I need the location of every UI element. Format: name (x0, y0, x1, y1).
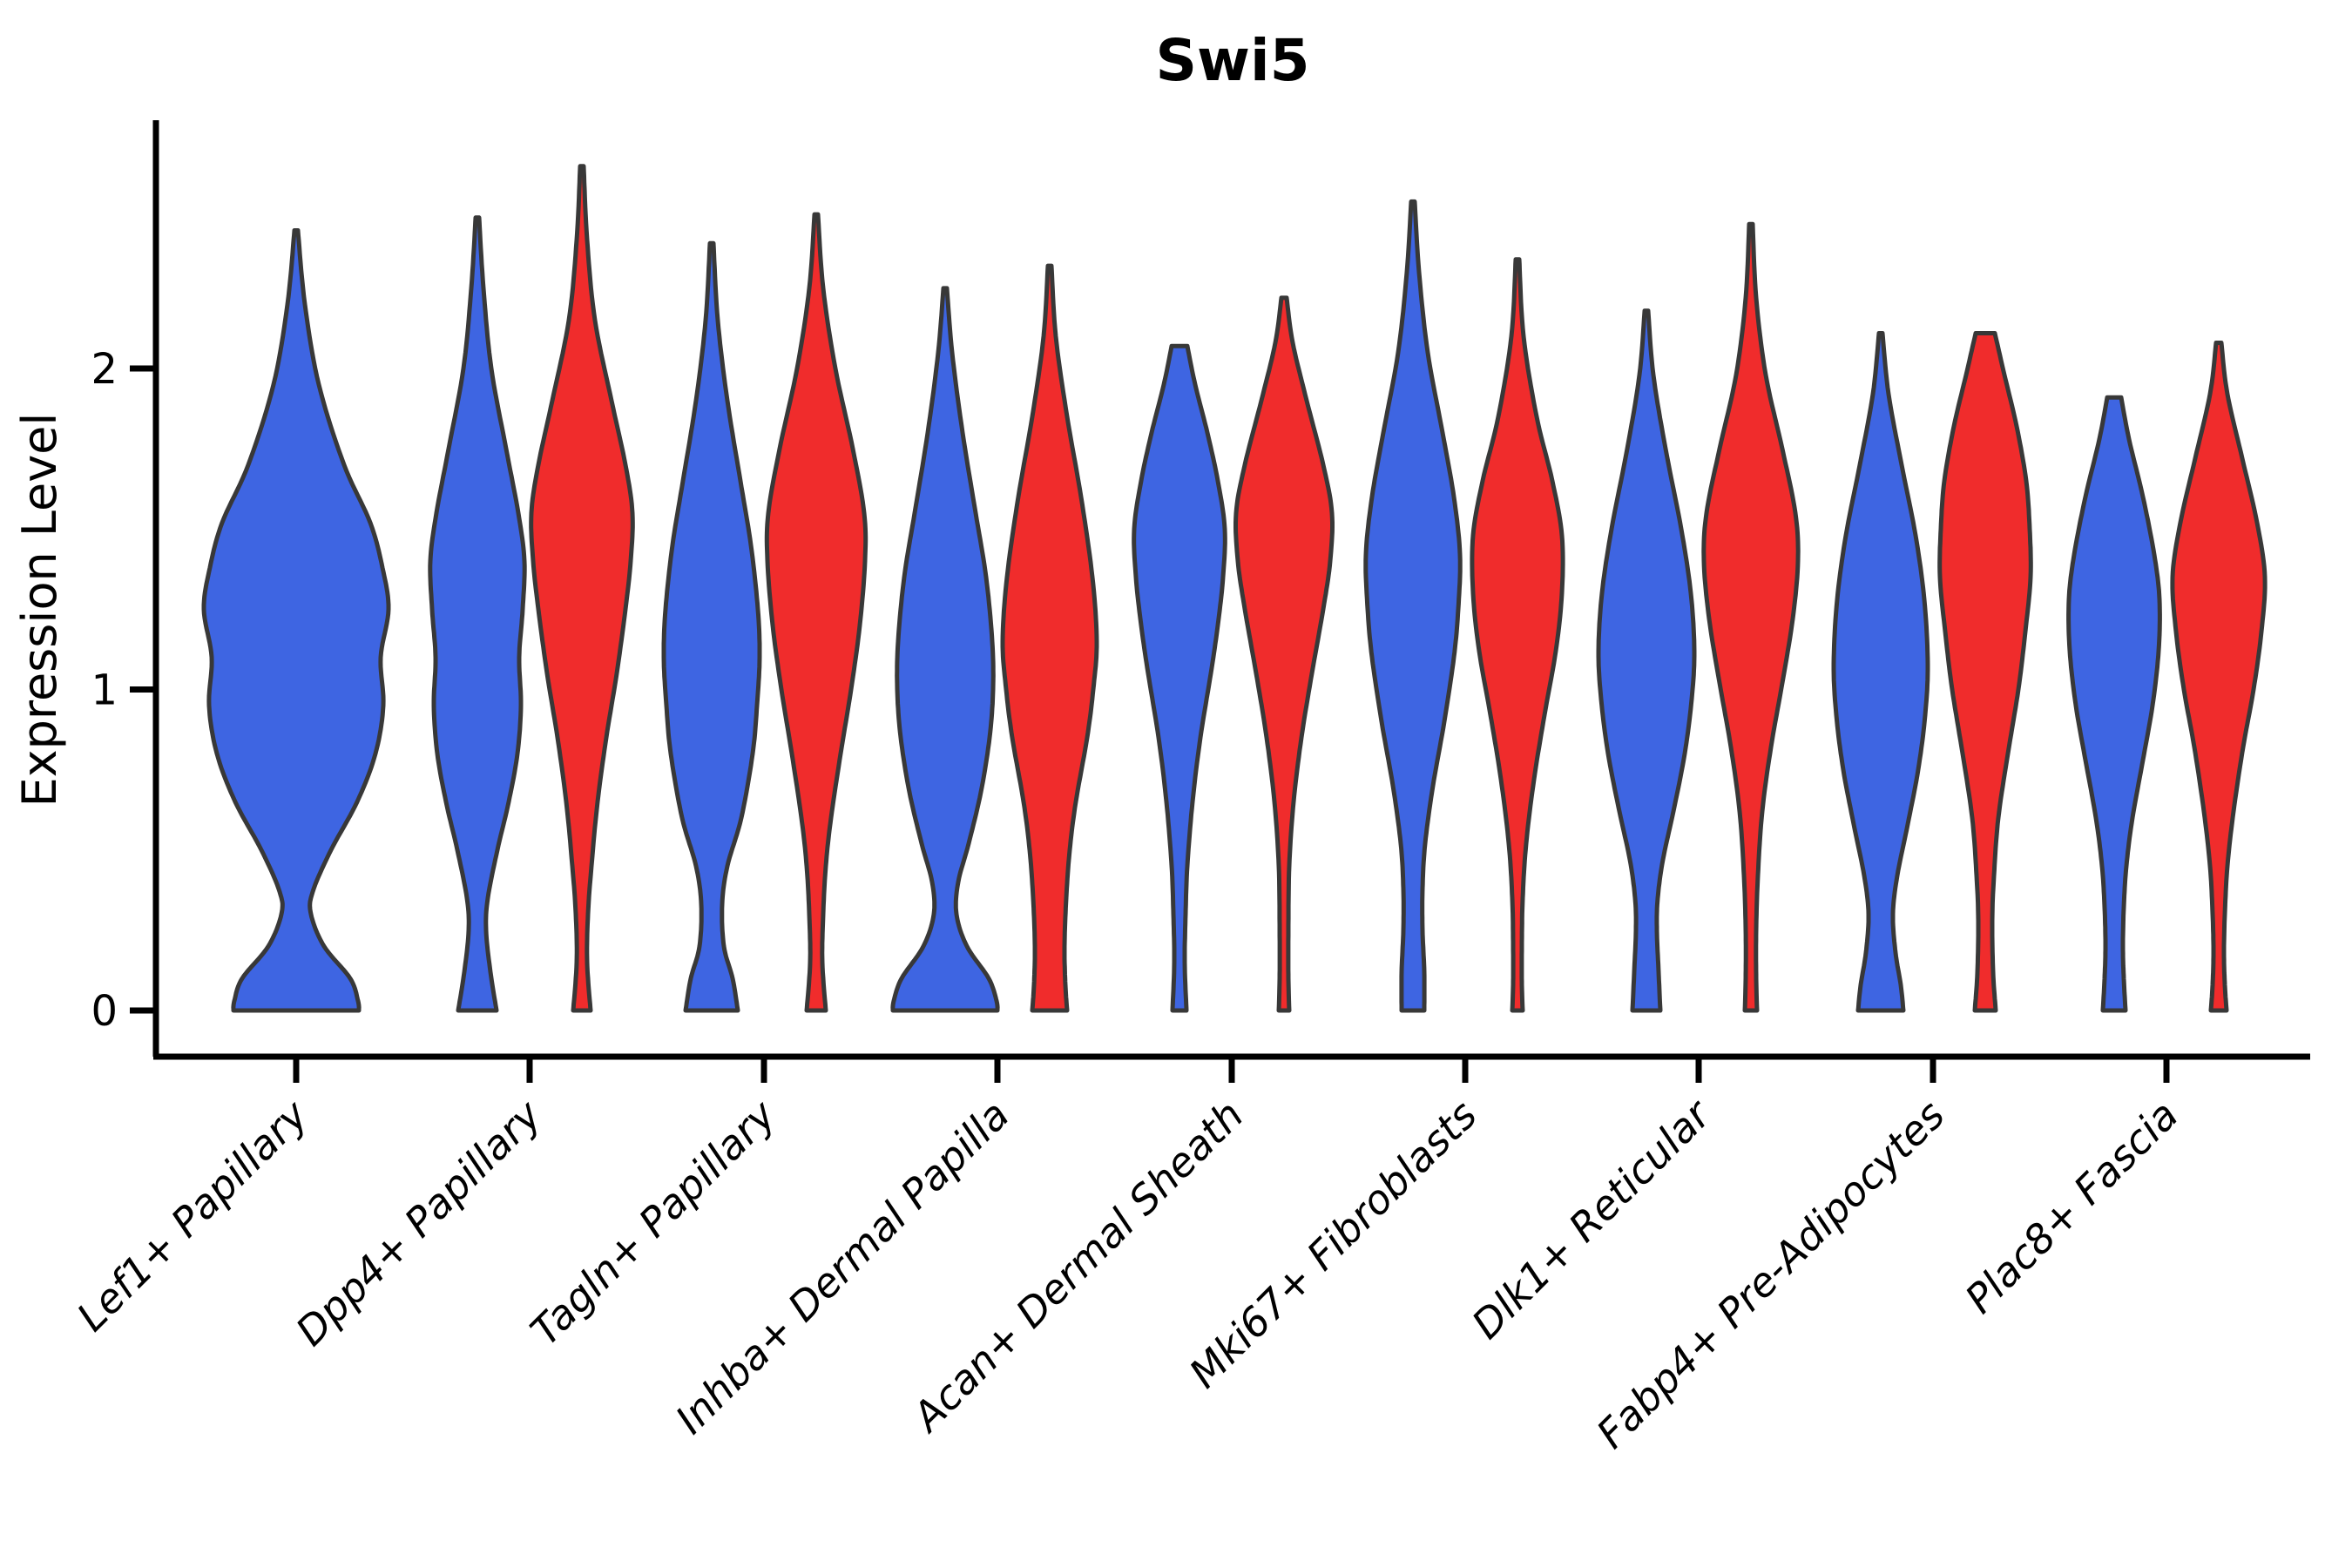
x-tick-label-0: Lef1+ Papillary (68, 1091, 317, 1340)
y-tick-label: 1 (91, 666, 118, 715)
y-tick-label: 2 (91, 345, 118, 394)
violin-blue-Acan+ (1132, 343, 1227, 1013)
violin-red-Plac8+ (2170, 341, 2268, 1013)
violin-blue-Mki67+ (1363, 199, 1463, 1013)
violin-red-Dlk1+ (1701, 221, 1801, 1013)
violin-blue-Inhba+ (890, 286, 1000, 1013)
x-tick-label-8: Plac8+ Fascia (1956, 1092, 2186, 1322)
violins-layer (201, 164, 2268, 1013)
y-tick-label: 0 (91, 987, 118, 1036)
violin-red-Dpp4+ (529, 164, 635, 1013)
chart-title: Swi5 (1155, 27, 1309, 94)
x-tick-label-6: Dlk1+ Reticular (1463, 1089, 1721, 1348)
violin-blue-Dpp4+ (428, 215, 527, 1013)
violin-blue-Fabp4+ (1831, 331, 1930, 1013)
x-tick-label-2: Tagln+ Papillary (521, 1091, 785, 1355)
violin-red-Tagln+ (764, 212, 868, 1013)
violin-red-Fabp4+ (1937, 331, 2033, 1013)
violin-red-Mki67+ (1470, 257, 1565, 1013)
violin-blue-Plac8+ (2066, 395, 2162, 1013)
violin-blue-Dlk1+ (1596, 308, 1697, 1013)
violin-red-Acan+ (1233, 295, 1335, 1013)
y-axis-title: Expression Level (12, 413, 67, 808)
violin-red-Inhba+ (1000, 263, 1099, 1013)
x-tick-label-1: Dpp4+ Papillary (287, 1091, 551, 1355)
violin-blue-Tagln+ (661, 240, 762, 1013)
violin-blue-Lef1+ (201, 228, 391, 1013)
